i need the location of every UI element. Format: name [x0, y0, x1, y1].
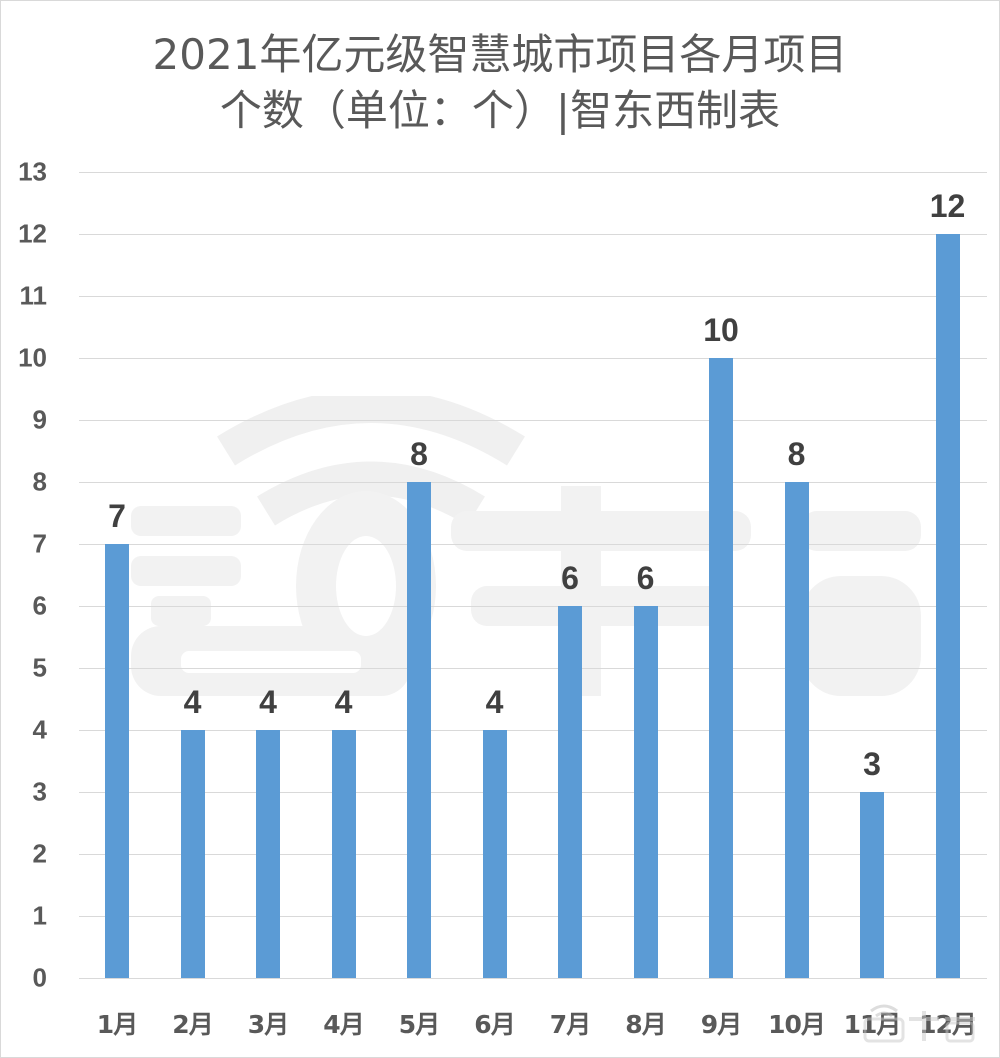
gridline-10: [79, 358, 987, 359]
gridline-12: [79, 234, 987, 235]
y-tick: 4: [32, 714, 47, 745]
bar-data-label: 4: [334, 684, 353, 720]
x-tick: 5月: [398, 1010, 440, 1039]
gridline-8: [79, 482, 987, 483]
x-tick: 6月: [474, 1010, 515, 1039]
bar: [860, 792, 884, 978]
gridline-7: [79, 544, 987, 545]
bar: [558, 606, 582, 978]
y-tick: 13: [18, 156, 47, 187]
gridline-2: [79, 854, 987, 855]
bar: [407, 482, 431, 978]
x-tick: 7月: [549, 1010, 591, 1039]
bar-data-label: 8: [787, 436, 806, 472]
x-tick: 12月: [919, 1010, 977, 1039]
x-tick: 4月: [323, 1010, 364, 1039]
bar-data-label: 4: [485, 684, 504, 720]
bar-data-label: 4: [259, 684, 277, 720]
y-tick: 9: [32, 404, 47, 435]
y-tick: 2: [32, 838, 47, 869]
chart-title-line2: 个数（单位：个）|智东西制表: [219, 86, 781, 135]
y-tick: 1: [32, 900, 47, 931]
gridline-11: [79, 296, 987, 297]
bar: [709, 358, 733, 978]
x-tick: 8月: [625, 1010, 666, 1039]
y-tick: 0: [32, 962, 47, 993]
y-tick: 3: [32, 776, 47, 807]
bar: [105, 544, 129, 978]
bar-data-label: 7: [108, 498, 126, 534]
plot-area: [79, 172, 987, 979]
gridline-6: [79, 606, 987, 607]
y-tick: 8: [32, 466, 47, 497]
gridline-3: [79, 792, 987, 793]
x-tick: 1月: [96, 1010, 138, 1039]
y-tick: 5: [32, 652, 47, 683]
bar-data-label: 12: [929, 188, 966, 224]
y-tick: 6: [32, 590, 47, 621]
gridline-1: [79, 916, 987, 917]
bar: [633, 606, 658, 978]
bar: [482, 730, 507, 978]
gridline-4: [79, 730, 987, 731]
bar-data-label: 10: [703, 312, 739, 348]
y-tick: 11: [19, 280, 48, 311]
x-tick: 11月: [843, 1010, 902, 1039]
y-tick: 10: [18, 342, 47, 373]
gridline-9: [79, 420, 987, 421]
bar: [331, 730, 356, 978]
x-axis-line: [79, 978, 987, 979]
gridline-5: [79, 668, 987, 669]
x-tick: 9月: [700, 1010, 742, 1039]
x-tick: 2月: [172, 1010, 213, 1039]
bar: [256, 730, 280, 978]
bar-data-label: 6: [636, 560, 655, 596]
gridline-13: [79, 172, 987, 173]
chart-title: 2021年亿元级智慧城市项目各月项目 个数（单位：个）|智东西制表: [1, 27, 999, 139]
bar: [935, 234, 960, 978]
y-tick: 7: [32, 528, 47, 559]
bar: [180, 730, 205, 978]
x-tick: 10月: [768, 1010, 826, 1039]
x-tick: 3月: [247, 1010, 289, 1039]
y-tick: 12: [18, 218, 47, 249]
bar: [784, 482, 809, 978]
bar-data-label: 3: [863, 746, 881, 782]
bar-data-label: 8: [410, 436, 428, 472]
chart-title-line1: 2021年亿元级智慧城市项目各月项目: [152, 30, 848, 79]
bar-data-label: 6: [561, 560, 579, 596]
bar-data-label: 4: [183, 684, 202, 720]
